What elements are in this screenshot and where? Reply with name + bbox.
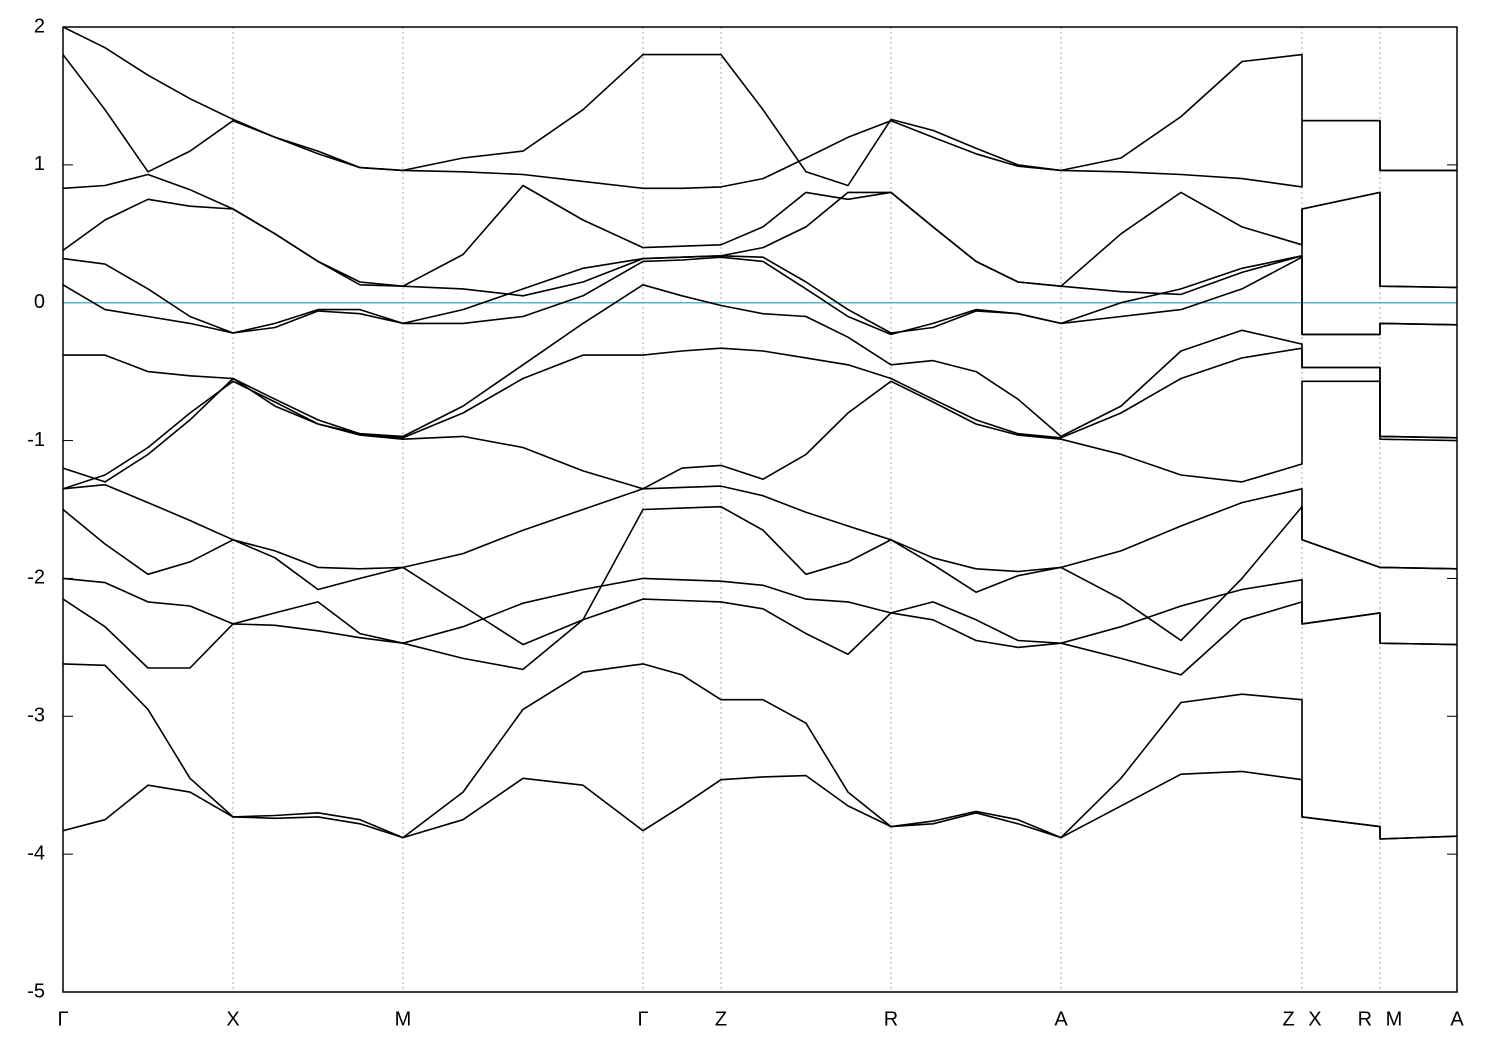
x-tick-label: Γ (637, 1008, 648, 1030)
x-tick-label: Z (715, 1008, 727, 1030)
x-tick-label: Γ (57, 1008, 68, 1030)
band (63, 347, 1457, 483)
band (63, 483, 1457, 646)
x-tick-label: Z X (1282, 1008, 1321, 1030)
x-tick-label: X (226, 1008, 239, 1030)
y-tick-label: 0 (34, 291, 45, 313)
band (63, 284, 1457, 439)
band (63, 577, 1457, 646)
plot-frame (62, 26, 1458, 993)
y-tick-label: -4 (27, 842, 45, 864)
band (63, 256, 1457, 336)
y-tick-label: -1 (27, 429, 45, 451)
x-tick-label: A (1450, 1008, 1464, 1030)
x-tick-label: R M (1358, 1008, 1403, 1030)
y-tick-label: -5 (27, 980, 45, 1002)
plot-area (63, 27, 1457, 840)
band (63, 485, 1457, 576)
y-tick-label: 2 (34, 15, 45, 37)
y-tick-label: 1 (34, 153, 45, 175)
x-tick-label: R (884, 1008, 898, 1030)
y-tick-label: -3 (27, 705, 45, 727)
band (63, 770, 1457, 840)
y-tick-label: -2 (27, 567, 45, 589)
x-tick-label: M (395, 1008, 412, 1030)
band (63, 380, 1457, 490)
band (63, 598, 1457, 676)
band (63, 173, 1457, 289)
band (63, 54, 1457, 190)
band (63, 191, 1457, 297)
band (63, 663, 1457, 840)
band (63, 27, 1457, 187)
band (63, 255, 1457, 336)
x-tick-label: A (1054, 1008, 1068, 1030)
